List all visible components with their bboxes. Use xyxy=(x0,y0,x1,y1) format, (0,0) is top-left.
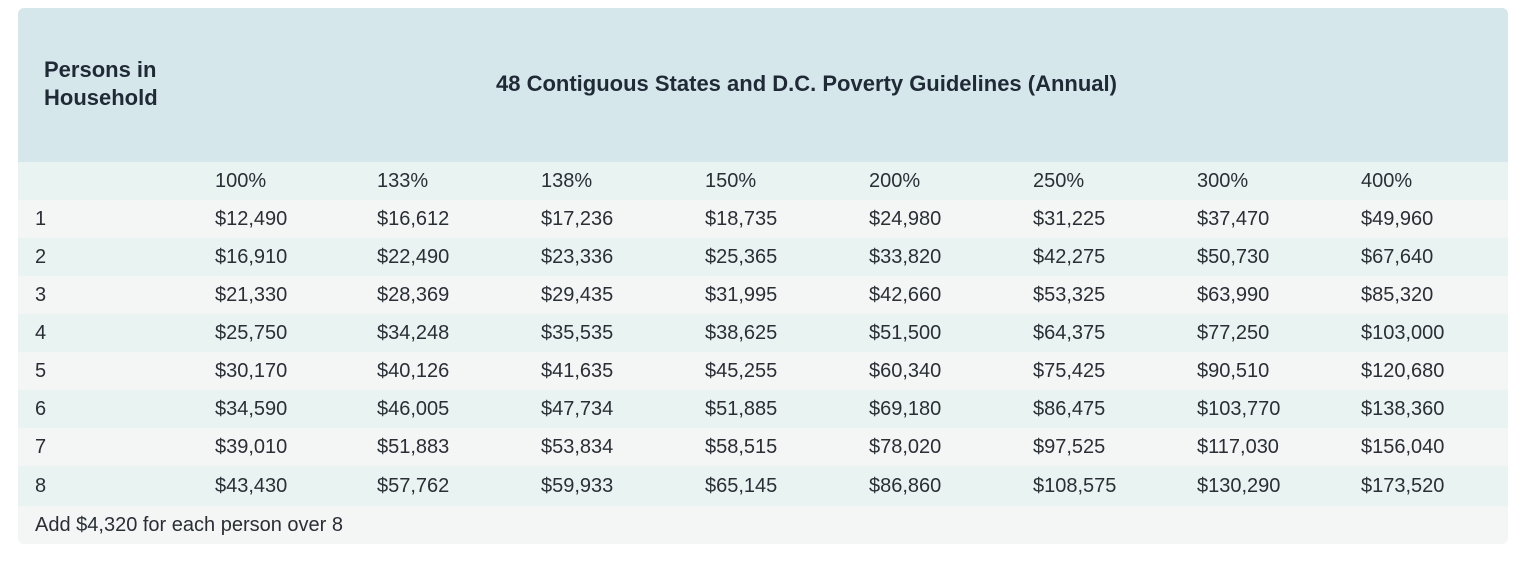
footer-note: Add $4,320 for each person over 8 xyxy=(35,514,343,536)
guideline-value-cell: $29,435 xyxy=(541,284,614,306)
guideline-value-cell: $12,490 xyxy=(215,208,288,230)
column-header-150: 150% xyxy=(705,170,757,192)
guideline-value-cell: $34,590 xyxy=(215,398,288,420)
column-header-133: 133% xyxy=(377,170,429,192)
column-header-138: 138% xyxy=(541,170,593,192)
guideline-value-cell: $21,330 xyxy=(215,284,288,306)
table-row: 6 $34,590 $46,005 $47,734 $51,885 $69,180 $86,… xyxy=(18,390,1508,428)
guideline-value-cell: $103,770 xyxy=(1197,398,1281,420)
persons-cell: 4 xyxy=(35,322,47,344)
guideline-value-cell: $16,612 xyxy=(377,208,450,230)
guideline-value-cell: $97,525 xyxy=(1033,436,1106,458)
table-row: 8 $43,430 $57,762 $59,933 $65,145 $86,860 $108… xyxy=(18,466,1508,506)
guideline-value-cell: $108,575 xyxy=(1033,475,1117,497)
guideline-value-cell: $43,430 xyxy=(215,475,288,497)
persons-cell: 2 xyxy=(35,246,47,268)
guideline-value-cell: $51,883 xyxy=(377,436,450,458)
guideline-value-cell: $30,170 xyxy=(215,360,288,382)
guideline-value-cell: $85,320 xyxy=(1361,284,1434,306)
guideline-value-cell: $28,369 xyxy=(377,284,450,306)
guideline-value-cell: $45,255 xyxy=(705,360,778,382)
guideline-value-cell: $63,990 xyxy=(1197,284,1270,306)
guideline-value-cell: $22,490 xyxy=(377,246,450,268)
guideline-value-cell: $35,535 xyxy=(541,322,614,344)
guideline-value-cell: $24,980 xyxy=(869,208,942,230)
column-header-200: 200% xyxy=(869,170,921,192)
guideline-value-cell: $78,020 xyxy=(869,436,942,458)
guideline-value-cell: $40,126 xyxy=(377,360,450,382)
guideline-value-cell: $156,040 xyxy=(1361,436,1445,458)
guideline-value-cell: $31,995 xyxy=(705,284,778,306)
guideline-value-cell: $60,340 xyxy=(869,360,942,382)
guideline-value-cell: $33,820 xyxy=(869,246,942,268)
guideline-value-cell: $34,248 xyxy=(377,322,450,344)
guideline-value-cell: $37,470 xyxy=(1197,208,1270,230)
guideline-value-cell: $23,336 xyxy=(541,246,614,268)
guideline-value-cell: $65,145 xyxy=(705,475,778,497)
guideline-value-cell: $53,834 xyxy=(541,436,614,458)
table-row: 7 $39,010 $51,883 $53,834 $58,515 $78,020 $97,… xyxy=(18,428,1508,466)
guideline-value-cell: $64,375 xyxy=(1033,322,1106,344)
guideline-value-cell: $50,730 xyxy=(1197,246,1270,268)
guideline-value-cell: $75,425 xyxy=(1033,360,1106,382)
table-title: 48 Contiguous States and D.C. Poverty Gu… xyxy=(496,71,1117,96)
column-header-400: 400% xyxy=(1361,170,1413,192)
guideline-value-cell: $57,762 xyxy=(377,475,450,497)
guideline-value-cell: $103,000 xyxy=(1361,322,1445,344)
guideline-value-cell: $42,660 xyxy=(869,284,942,306)
guideline-value-cell: $17,236 xyxy=(541,208,614,230)
guideline-value-cell: $49,960 xyxy=(1361,208,1434,230)
guideline-value-cell: $86,475 xyxy=(1033,398,1106,420)
poverty-guidelines-table: Persons in Household 48 Contiguous State… xyxy=(18,8,1508,544)
persons-cell: 1 xyxy=(35,208,47,230)
guideline-value-cell: $47,734 xyxy=(541,398,614,420)
percent-header-row: 100% 133% 138% 150% 200% 250% 300% 400% xyxy=(18,162,1508,200)
guideline-value-cell: $58,515 xyxy=(705,436,778,458)
guideline-value-cell: $41,635 xyxy=(541,360,614,382)
column-header-250: 250% xyxy=(1033,170,1085,192)
guideline-value-cell: $67,640 xyxy=(1361,246,1434,268)
persons-cell: 3 xyxy=(35,284,47,306)
guideline-value-cell: $138,360 xyxy=(1361,398,1445,420)
guideline-value-cell: $59,933 xyxy=(541,475,614,497)
column-header-100: 100% xyxy=(215,170,267,192)
table-row: 5 $30,170 $40,126 $41,635 $45,255 $60,340 $75,… xyxy=(18,352,1508,390)
guideline-value-cell: $46,005 xyxy=(377,398,450,420)
guideline-value-cell: $130,290 xyxy=(1197,475,1281,497)
guideline-value-cell: $38,625 xyxy=(705,322,778,344)
guideline-value-cell: $117,030 xyxy=(1197,436,1279,458)
table-row: 2 $16,910 $22,490 $23,336 $25,365 $33,820 $42,… xyxy=(18,238,1508,276)
guideline-value-cell: $69,180 xyxy=(869,398,942,420)
guideline-value-cell: $120,680 xyxy=(1361,360,1445,382)
guideline-value-cell: $25,365 xyxy=(705,246,778,268)
column-header-300: 300% xyxy=(1197,170,1249,192)
persons-cell: 8 xyxy=(35,475,47,497)
persons-cell: 7 xyxy=(35,436,47,458)
guideline-value-cell: $25,750 xyxy=(215,322,288,344)
guideline-value-cell: $39,010 xyxy=(215,436,288,458)
guideline-value-cell: $53,325 xyxy=(1033,284,1106,306)
table-row: 1 $12,490 $16,612 $17,236 $18,735 $24,980 $31,… xyxy=(18,200,1508,238)
table-header: Persons in Household 48 Contiguous State… xyxy=(18,8,1508,162)
guideline-value-cell: $51,500 xyxy=(869,322,942,344)
persons-cell: 5 xyxy=(35,360,47,382)
guideline-value-cell: $77,250 xyxy=(1197,322,1270,344)
table-row: 4 $25,750 $34,248 $35,535 $38,625 $51,500 $64,… xyxy=(18,314,1508,352)
guideline-value-cell: $18,735 xyxy=(705,208,778,230)
guideline-value-cell: $16,910 xyxy=(215,246,288,268)
table-footer: Add $4,320 for each person over 8 xyxy=(18,506,1508,544)
persons-cell: 6 xyxy=(35,398,47,420)
guideline-value-cell: $31,225 xyxy=(1033,208,1106,230)
guideline-value-cell: $173,520 xyxy=(1361,475,1445,497)
guideline-value-cell: $42,275 xyxy=(1033,246,1106,268)
guideline-value-cell: $51,885 xyxy=(705,398,778,420)
guideline-value-cell: $86,860 xyxy=(869,475,942,497)
guideline-value-cell: $90,510 xyxy=(1197,360,1270,382)
persons-in-household-header: Persons in Household xyxy=(44,57,158,110)
table-row: 3 $21,330 $28,369 $29,435 $31,995 $42,660 $53,… xyxy=(18,276,1508,314)
